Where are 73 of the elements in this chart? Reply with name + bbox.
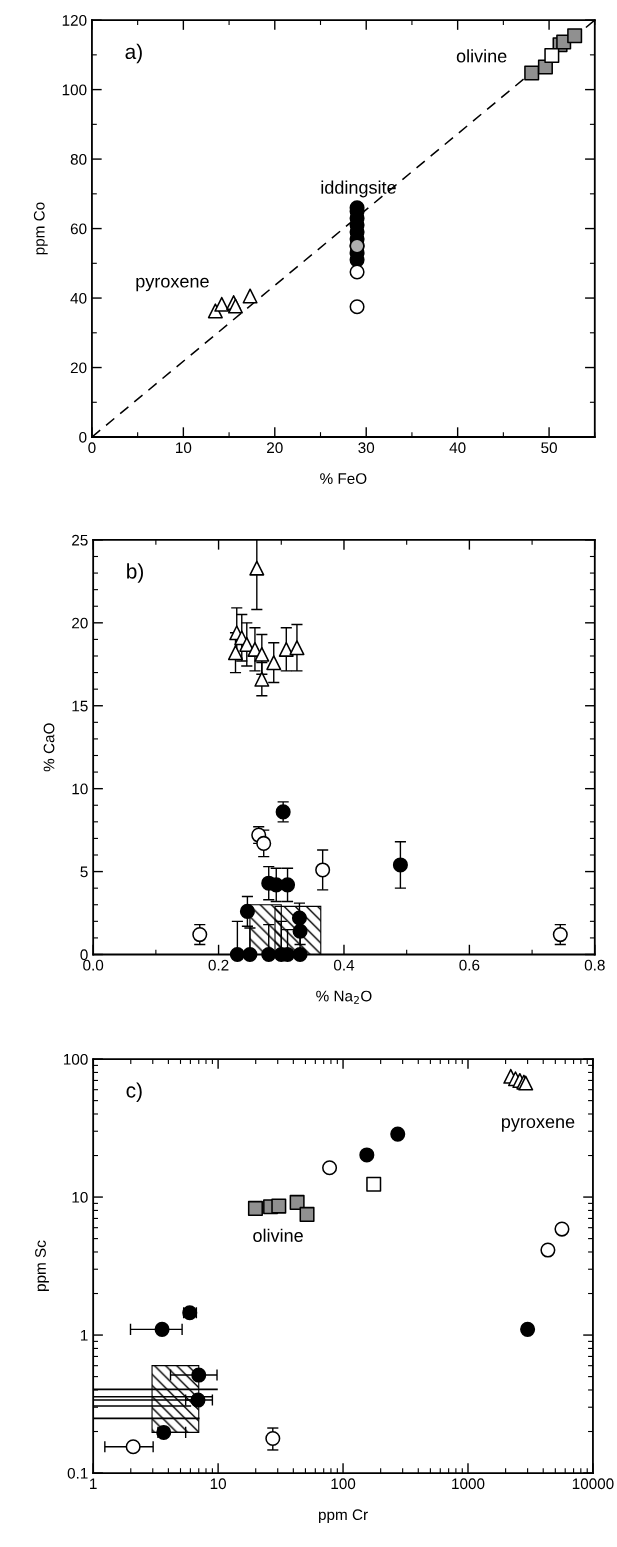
x-tick-label: 0.6 xyxy=(459,959,480,971)
point xyxy=(242,288,258,304)
point xyxy=(256,835,272,851)
y-tick-label: 10 xyxy=(72,783,88,795)
annotation: iddingsite xyxy=(321,180,396,198)
x-tick-label: 0.0 xyxy=(83,959,104,971)
point xyxy=(315,862,331,878)
y-tick-label: 0 xyxy=(80,949,88,961)
y-tick-label: 15 xyxy=(72,700,88,712)
point xyxy=(524,65,540,81)
x-tick-label: 0.4 xyxy=(333,959,355,971)
point xyxy=(266,655,282,671)
point xyxy=(254,646,270,662)
x-tick-label: 30 xyxy=(358,442,375,454)
y-tick-label: 5 xyxy=(80,866,88,878)
y-tick-label: 100 xyxy=(62,84,87,96)
x-tick-label: 10000 xyxy=(572,1478,614,1490)
point xyxy=(552,927,568,943)
annotation: pyroxene xyxy=(136,277,209,292)
x-tick-label: 50 xyxy=(541,442,557,454)
point xyxy=(254,671,270,687)
point xyxy=(280,877,296,893)
point xyxy=(392,857,408,873)
x-tick-label: 40 xyxy=(449,442,466,454)
y-tick-label: 0 xyxy=(79,431,87,443)
y-tick-label: 60 xyxy=(70,223,87,235)
y-tick-label: 120 xyxy=(62,14,87,26)
x-tick-label: 100 xyxy=(331,1478,356,1490)
x-tick-label: 10 xyxy=(176,442,192,454)
point xyxy=(261,946,277,963)
y-tick-label: 25 xyxy=(72,534,88,546)
annotation: pyroxene xyxy=(501,1118,575,1132)
x-tick-label: 0.2 xyxy=(208,959,229,971)
y-tick-label: 100 xyxy=(63,1053,88,1065)
x-axis-title: ppm Cr xyxy=(319,1509,368,1524)
y-tick-label: 10 xyxy=(72,1191,88,1203)
point xyxy=(292,946,308,963)
point xyxy=(192,927,208,943)
point xyxy=(239,903,255,919)
x-tick-label: 1 xyxy=(90,1478,97,1489)
point xyxy=(227,645,244,661)
x-tick-label: 20 xyxy=(267,442,283,454)
y-tick-label: 80 xyxy=(70,153,87,165)
y-tick-label: 20 xyxy=(72,617,88,629)
point xyxy=(249,560,265,576)
x-tick-label: 0 xyxy=(88,442,96,454)
point xyxy=(289,640,305,656)
annotation: olivine xyxy=(456,49,507,63)
y-tick-label: 0.1 xyxy=(67,1467,88,1479)
y-axis-title: % CaO xyxy=(43,723,55,772)
point xyxy=(214,296,230,312)
annotation: olivine xyxy=(253,1228,303,1242)
annotation: a) xyxy=(125,43,142,64)
annotation: b) xyxy=(127,563,143,583)
point xyxy=(291,910,307,926)
x-axis-title: % Na$_{2}$O xyxy=(316,990,372,1004)
point xyxy=(229,946,245,963)
x-axis-title: % FeO xyxy=(320,473,367,485)
point xyxy=(242,946,258,963)
point xyxy=(349,264,365,280)
point xyxy=(544,48,560,64)
y-axis-title: ppm Sc xyxy=(35,1240,49,1291)
point xyxy=(349,299,365,315)
x-tick-label: 10 xyxy=(210,1478,227,1490)
y-axis-title: ppm Co xyxy=(33,202,48,255)
y-tick-label: 40 xyxy=(70,292,87,304)
y-tick-label: 1 xyxy=(80,1330,88,1341)
x-tick-label: 0.8 xyxy=(584,959,605,971)
point xyxy=(278,641,294,657)
point xyxy=(567,28,583,44)
annotation: c) xyxy=(126,1082,142,1102)
y-tick-label: 20 xyxy=(70,362,87,374)
x-tick-label: 1000 xyxy=(452,1478,485,1490)
